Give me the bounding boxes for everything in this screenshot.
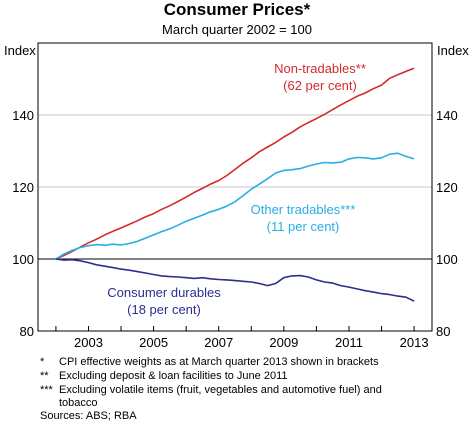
footnotes: * CPI effective weights as at March quar… xyxy=(40,356,382,422)
y-tick-label-left: 140 xyxy=(12,108,34,123)
footnote-text: Excluding volatile items (fruit, vegetab… xyxy=(59,384,382,396)
footnote-mark: *** xyxy=(40,384,54,396)
series-label-consumer-durables-name: Consumer durables xyxy=(107,285,221,300)
x-tick-label: 2013 xyxy=(400,335,429,350)
y-tick-label-right: 140 xyxy=(436,108,458,123)
x-tick-label: 2005 xyxy=(139,335,168,350)
footnote-text: tobacco xyxy=(59,397,98,409)
y-tick-label-right: 120 xyxy=(436,180,458,195)
footnote-mark: ** xyxy=(40,370,49,382)
x-tick-label: 2003 xyxy=(74,335,103,350)
series-label-non-tradables: Non-tradables** (62 per cent) xyxy=(274,61,366,93)
series-line-other-tradables xyxy=(55,152,415,260)
x-tick-labels: 2003 2005 2007 2009 2011 2013 xyxy=(74,335,429,350)
series-label-consumer-durables: Consumer durables (18 per cent) xyxy=(107,285,221,317)
series-lines xyxy=(55,67,415,302)
series-label-other-tradables-weight: (11 per cent) xyxy=(267,219,340,234)
y-tick-label-left: 120 xyxy=(12,180,34,195)
y-axis-label-right: Index xyxy=(437,43,469,58)
sources-note: Sources: ABS; RBA xyxy=(40,410,137,422)
chart-title: Consumer Prices* xyxy=(164,0,311,19)
series-label-non-tradables-name: Non-tradables** xyxy=(274,61,366,76)
series-label-non-tradables-weight: (62 per cent) xyxy=(283,78,357,93)
gridlines xyxy=(38,114,432,331)
y-tick-label-left: 100 xyxy=(12,252,34,267)
footnote-text: CPI effective weights as at March quarte… xyxy=(59,356,379,368)
series-label-other-tradables-name: Other tradables*** xyxy=(251,202,356,217)
x-tick-label: 2011 xyxy=(335,335,363,350)
y-tick-label-right: 80 xyxy=(436,324,450,339)
y-tick-label-left: 80 xyxy=(20,324,34,339)
y-tick-label-right: 100 xyxy=(436,252,458,267)
footnote-text: Excluding deposit & loan facilities to J… xyxy=(59,370,288,382)
chart-subtitle: March quarter 2002 = 100 xyxy=(162,22,312,37)
plot-area-frame xyxy=(37,42,433,332)
footnote-mark: * xyxy=(40,356,45,368)
x-tick-label: 2007 xyxy=(204,335,233,350)
series-label-other-tradables: Other tradables*** (11 per cent) xyxy=(251,202,356,234)
y-tick-labels: 80 80 100 100 120 120 140 140 xyxy=(12,108,457,339)
series-label-consumer-durables-weight: (18 per cent) xyxy=(127,302,201,317)
series-line-non-tradables xyxy=(55,67,415,260)
series-line-consumer-durables xyxy=(55,258,415,302)
x-tick-label: 2009 xyxy=(269,335,298,350)
y-axis-label-left: Index xyxy=(4,43,36,58)
